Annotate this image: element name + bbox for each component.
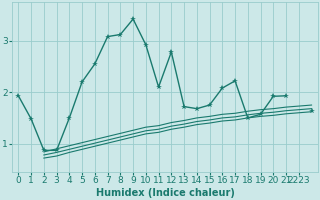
X-axis label: Humidex (Indice chaleur): Humidex (Indice chaleur)	[96, 188, 234, 198]
